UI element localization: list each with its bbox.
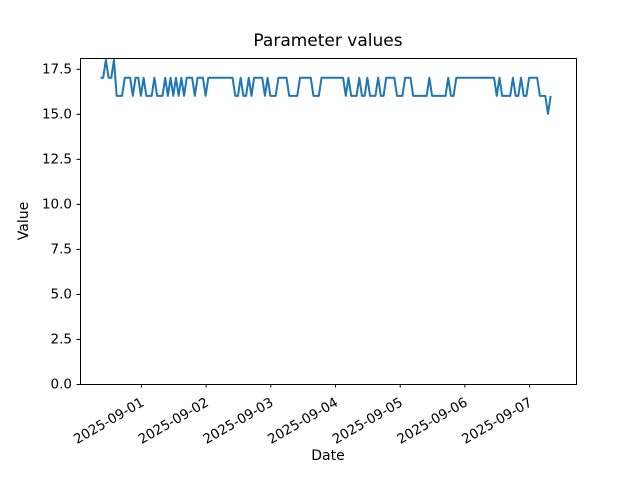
x-tick-label: 2025-09-01 [71, 395, 147, 448]
y-tick-label: 7.5 [51, 242, 72, 258]
y-tick-label: 15.0 [42, 107, 72, 123]
x-tick-label: 2025-09-05 [330, 395, 406, 448]
chart-title: Parameter values [253, 31, 403, 51]
y-tick-label: 2.5 [51, 332, 72, 348]
x-tick-label: 2025-09-03 [200, 395, 276, 448]
y-tick-label: 5.0 [51, 287, 72, 303]
y-tick-label: 12.5 [42, 152, 72, 168]
axes-spines [80, 58, 577, 385]
y-tick-label: 0.0 [51, 377, 72, 393]
y-tick-label: 10.0 [42, 197, 72, 213]
x-tick-label: 2025-09-07 [459, 395, 535, 448]
x-tick-label: 2025-09-06 [394, 395, 470, 448]
x-tick-label: 2025-09-02 [136, 395, 212, 448]
data-series-line [100, 58, 552, 115]
y-tick-label: 17.5 [42, 62, 72, 78]
x-tick-label: 2025-09-04 [265, 395, 341, 448]
x-axis-label: Date [311, 448, 345, 464]
